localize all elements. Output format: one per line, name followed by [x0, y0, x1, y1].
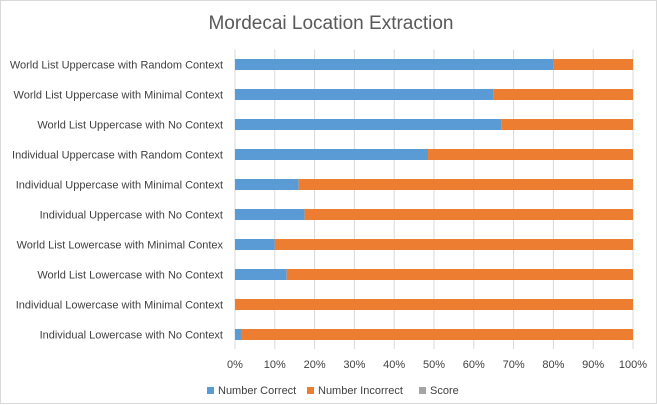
bar-segment: [304, 209, 633, 220]
category-label: World List Uppercase with Random Context: [10, 60, 223, 72]
category-labels: World List Uppercase with Random Context…: [10, 60, 224, 342]
bar-segment: [240, 329, 633, 340]
category-label: Individual Lowercase with No Context: [40, 330, 223, 342]
x-tick-label: 100%: [619, 359, 647, 371]
x-tick-labels: 0% 10% 20% 30% 40% 50% 60% 70% 80% 90% 100%: [227, 359, 647, 371]
bar-segment: [286, 269, 633, 280]
bar-segment: [235, 119, 502, 130]
bar-segment: [235, 209, 305, 220]
legend-label: Number Correct: [218, 385, 296, 397]
x-tick-label: 20%: [304, 359, 326, 371]
x-tick-label: 50%: [423, 359, 445, 371]
x-tick-label: 0%: [227, 359, 243, 371]
legend-label: Score: [430, 385, 459, 397]
bar-segment: [235, 239, 275, 250]
bar-segment: [235, 329, 241, 340]
bar-segment: [428, 149, 633, 160]
category-label: World List Lowercase with No Context: [37, 270, 223, 282]
bar-segment: [235, 179, 299, 190]
x-tick-label: 60%: [463, 359, 485, 371]
bar-segment: [493, 89, 633, 100]
x-tick-label: 90%: [582, 359, 604, 371]
x-tick-label: 70%: [503, 359, 525, 371]
category-label: Individual Uppercase with No Context: [40, 210, 223, 222]
category-label: Individual Lowercase with Minimal Contex…: [16, 300, 223, 312]
bar-segment: [235, 89, 494, 100]
chart-title: Mordecai Location Extraction: [208, 13, 453, 34]
bar-segment: [235, 149, 429, 160]
x-tick-label: 10%: [264, 359, 286, 371]
bar-segment: [501, 119, 633, 130]
legend-label: Number Incorrect: [318, 385, 403, 397]
category-label: World List Lowercase with Minimal Contex: [17, 240, 224, 252]
x-tick-label: 40%: [383, 359, 405, 371]
bar-segment: [235, 269, 287, 280]
legend-swatch: [207, 387, 214, 394]
bar-segment: [274, 239, 633, 250]
category-label: World List Uppercase with Minimal Contex…: [14, 90, 223, 102]
category-label: World List Uppercase with No Context: [37, 120, 223, 132]
bar-segment: [235, 59, 554, 70]
bars: [235, 59, 633, 340]
bar-segment: [298, 179, 633, 190]
legend-swatch: [419, 387, 426, 394]
legend-swatch: [307, 387, 314, 394]
x-tick-label: 30%: [343, 359, 365, 371]
bar-segment: [235, 299, 633, 310]
category-label: Individual Uppercase with Minimal Contex…: [16, 180, 223, 192]
legend: Number Correct Number Incorrect Score: [207, 385, 459, 397]
category-label: Individual Uppercase with Random Context: [12, 150, 223, 162]
x-tick-label: 80%: [542, 359, 564, 371]
bar-segment: [553, 59, 633, 70]
